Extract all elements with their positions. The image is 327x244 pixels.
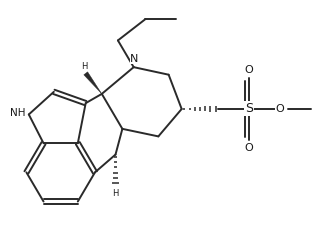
Text: H: H	[81, 62, 87, 71]
Text: O: O	[245, 65, 253, 75]
Text: O: O	[276, 104, 284, 114]
Text: H: H	[112, 189, 119, 198]
Text: O: O	[245, 142, 253, 152]
Polygon shape	[84, 72, 102, 94]
Text: NH: NH	[10, 108, 26, 118]
Text: S: S	[245, 102, 253, 115]
Text: N: N	[130, 54, 139, 64]
